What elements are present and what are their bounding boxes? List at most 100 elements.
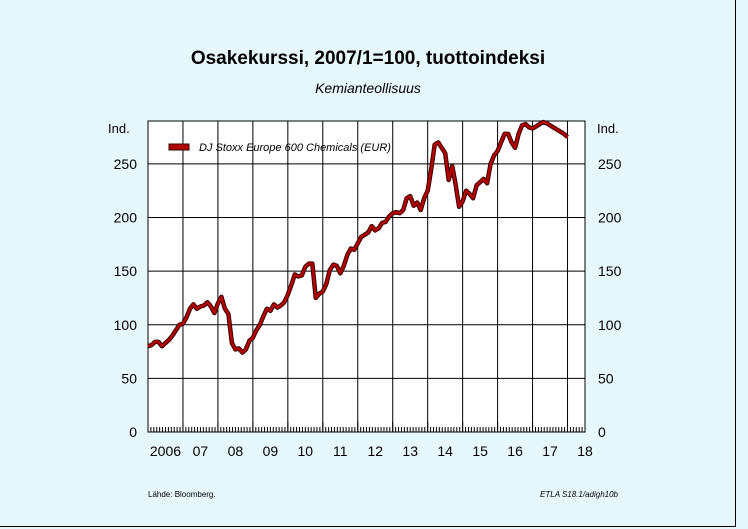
series-point [465,190,467,192]
y-tick-label-right: 200 [598,210,622,226]
series-point [406,197,408,199]
series-point [353,249,355,251]
series-point [280,304,282,307]
series-point [437,141,439,143]
series-point [556,129,558,131]
chart-subtitle: Kemianteollisuus [315,80,421,96]
x-tick-label: 2006 [150,443,181,459]
y-tick-label-left: 50 [121,370,137,386]
series-point [420,209,422,211]
series-point [206,301,208,303]
series-point [549,124,551,126]
series-point [343,265,345,267]
y-tick-label-left: 250 [114,156,138,172]
series-point [231,342,233,344]
series-point [196,308,198,310]
series-point [290,284,292,286]
series-point [518,133,520,135]
legend-swatch [168,143,190,151]
series-point [535,125,537,127]
y-tick-label-right: 0 [598,424,606,440]
series-point [504,133,506,135]
legend-label: DJ Stoxx Europe 600 Chemicals (EUR) [199,142,391,154]
series-point [269,310,271,312]
series-point [262,315,264,317]
series-point [311,263,313,265]
y-tick-label-right: 150 [598,263,622,279]
series-point [490,163,492,165]
series-point [395,211,397,213]
series-point [472,197,474,199]
series-point [294,273,296,275]
series-point [147,345,149,347]
series-point [203,304,205,307]
series-point [566,136,569,138]
series-point [455,183,457,185]
series-point [339,272,341,274]
series-point [199,305,201,308]
series-point [521,124,523,126]
x-tick-label: 07 [193,443,209,459]
series-point [266,308,268,310]
series-point [220,296,222,298]
series-point [273,303,275,305]
y-tick-label-right: 250 [598,156,622,172]
x-tick-label: 13 [402,443,418,459]
series-point [227,313,229,315]
series-point [378,227,380,229]
series-point [259,324,261,326]
plot-area [147,120,586,433]
series-point [479,181,481,183]
series-point [276,307,278,309]
series-point [416,201,418,204]
series-point [322,290,324,293]
series-point [241,352,243,354]
series-point [483,178,485,180]
chart-code: ETLA S18.1/adigh10b [540,490,618,499]
series-point [542,121,544,123]
series-point [559,131,562,133]
series-point [150,344,153,346]
series-point [507,133,509,135]
series-point [248,340,250,342]
series-point [325,283,327,285]
series-point [364,234,366,236]
series-point [532,127,534,130]
series-point [318,293,320,295]
series-point [399,212,401,214]
series-point [171,334,174,337]
y-tick-label-left: 150 [114,263,138,279]
x-tick-label: 09 [263,443,279,459]
legend: DJ Stoxx Europe 600 Chemicals (EUR) [168,142,391,154]
grid-lines [148,121,585,432]
series-point [563,133,565,135]
x-tick-label: 08 [228,443,244,459]
series-point [304,266,306,268]
series-point [255,329,257,331]
x-tick-label: 12 [367,443,383,459]
series-point [451,165,453,167]
series-point [430,168,432,170]
series-point [500,141,502,143]
series-point [381,222,383,224]
series-point [283,301,285,303]
series-point [182,323,184,325]
series-point [434,144,436,146]
series-point [168,339,170,341]
series-point [329,269,331,271]
series-point [423,197,425,199]
series-point [297,275,299,278]
series-point [346,254,348,256]
series-point [360,236,362,238]
series-point [357,242,359,244]
series-point [388,215,390,217]
series-point [427,190,429,192]
series-point [185,316,188,318]
x-tick-label: 11 [333,443,348,459]
series-point [287,294,289,296]
series-point [367,231,369,234]
series-point [413,205,415,207]
series-point [161,345,163,347]
series-point [336,265,338,267]
